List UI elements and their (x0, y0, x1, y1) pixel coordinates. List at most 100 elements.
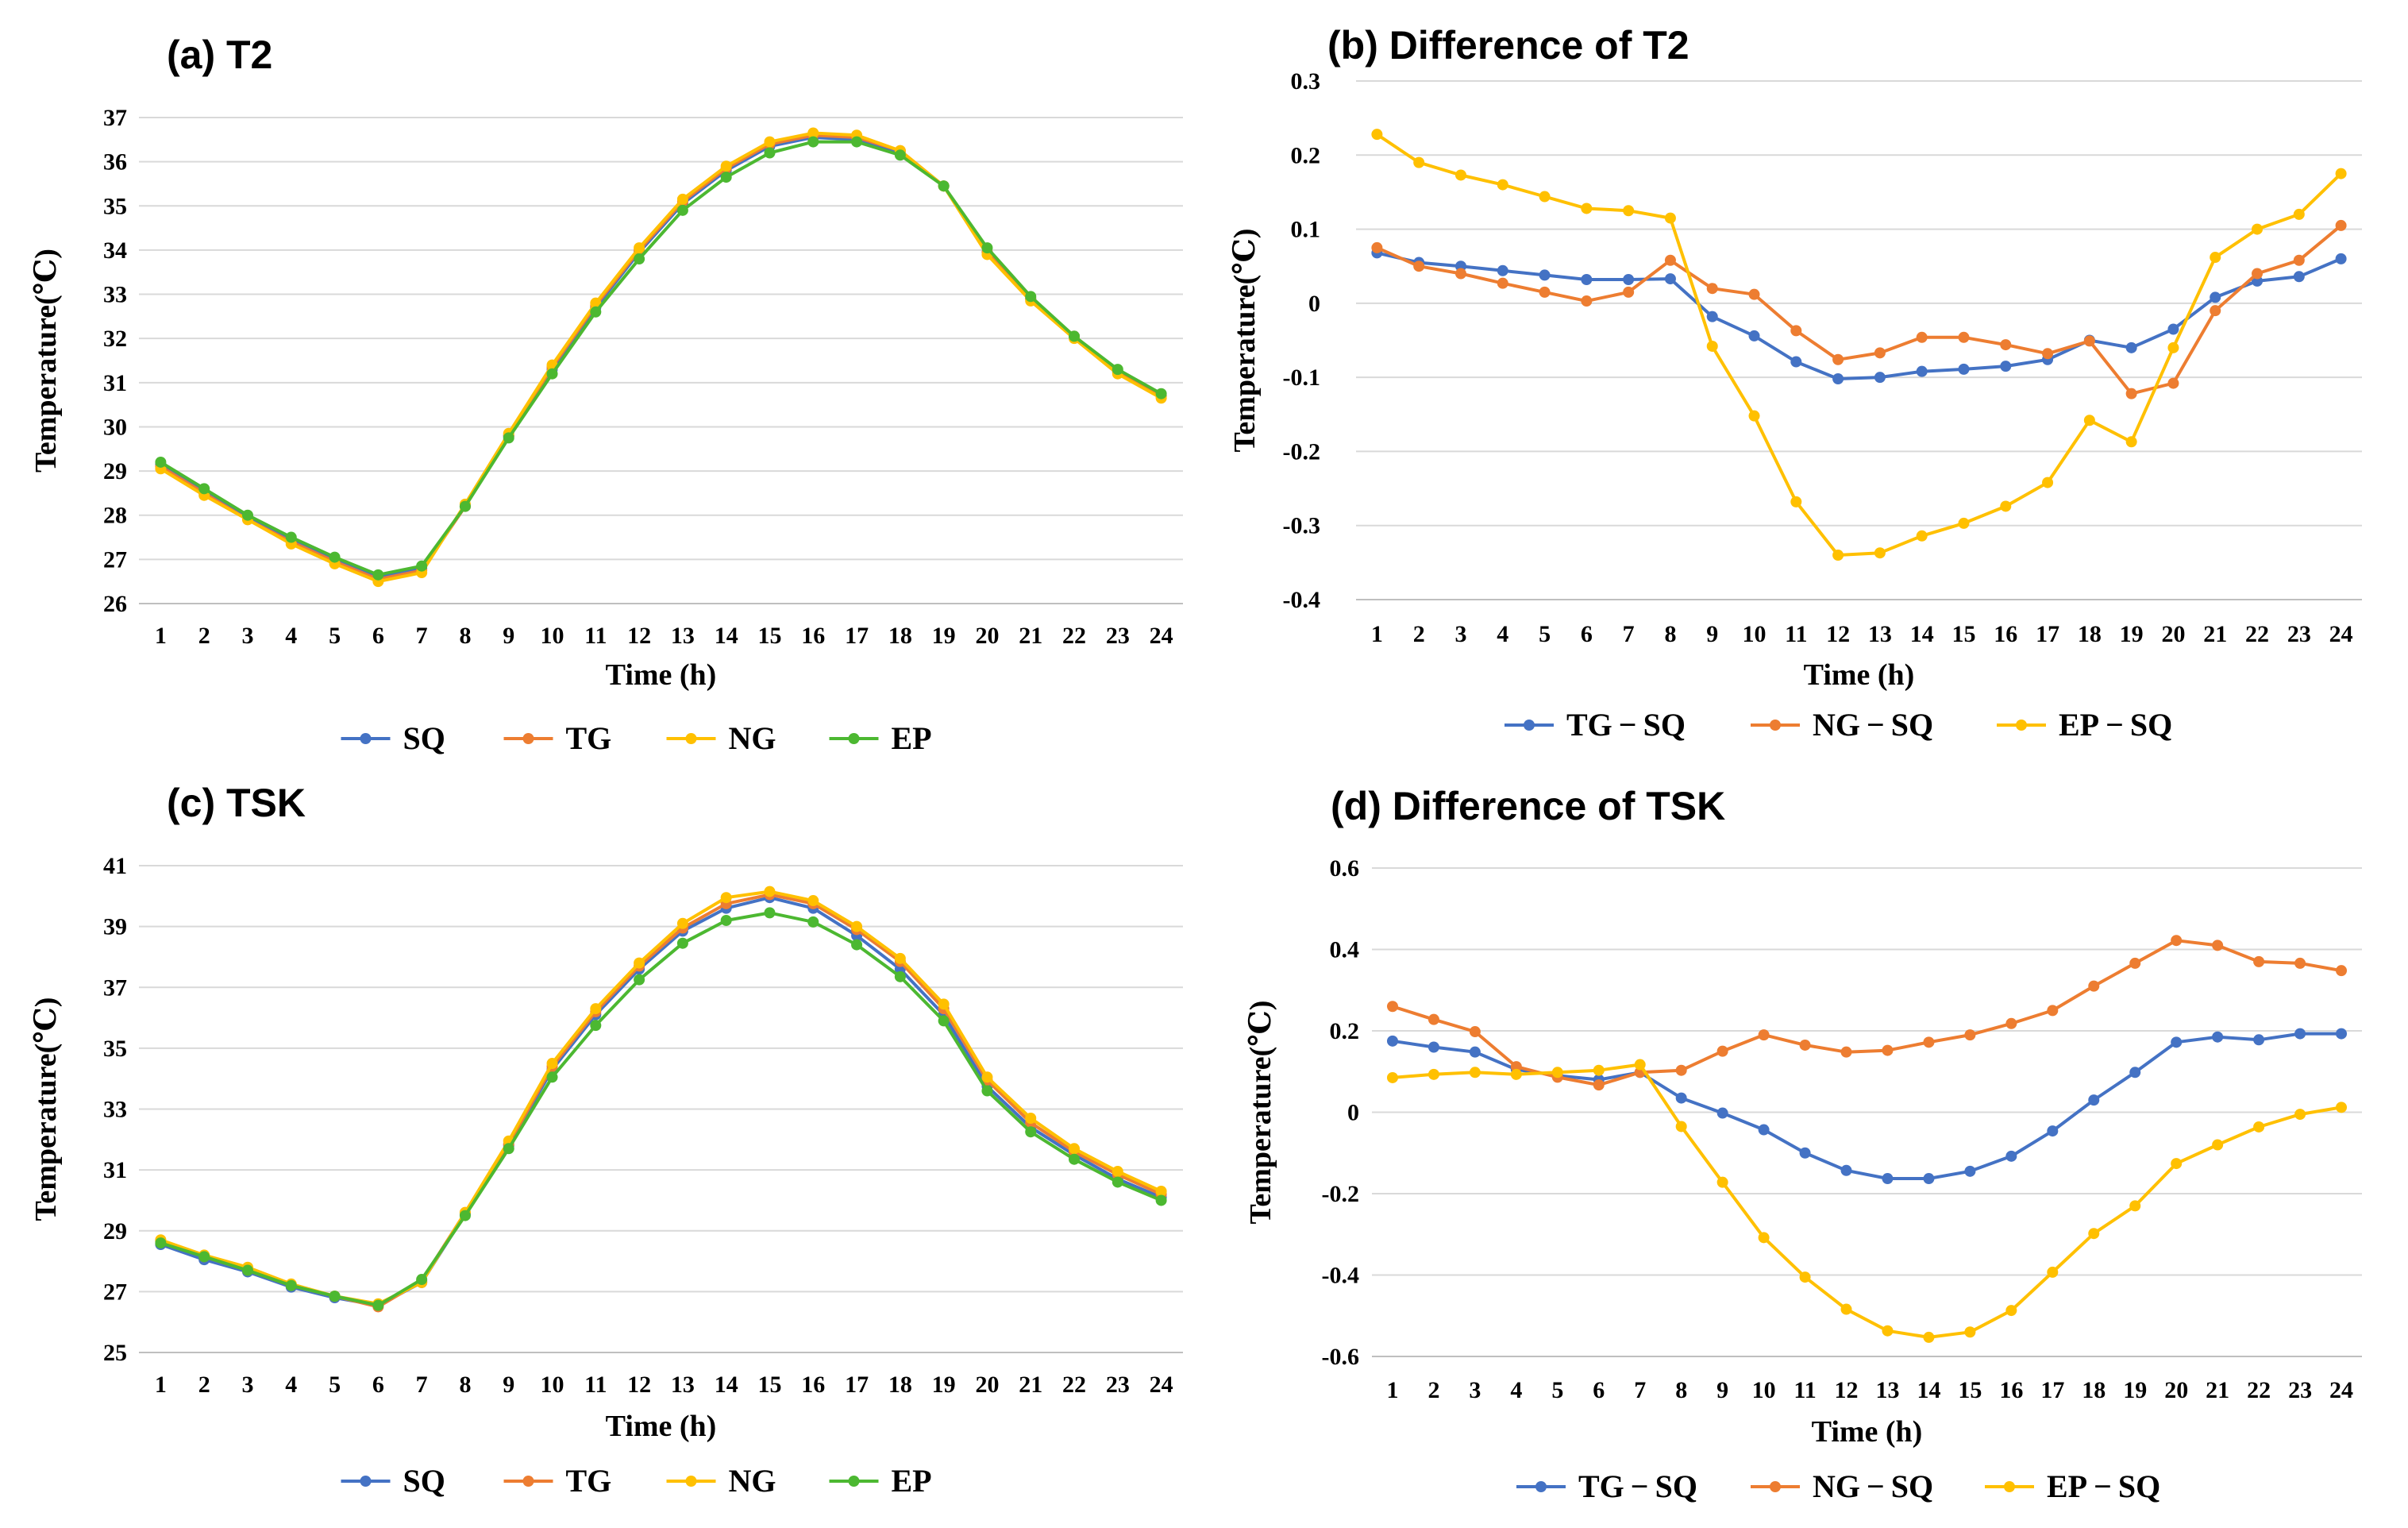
legend-swatch-marker (1535, 1481, 1547, 1492)
data-point (1593, 1079, 1605, 1091)
data-point (2000, 339, 2012, 351)
data-point (1155, 1194, 1167, 1206)
series-sq (1371, 247, 2347, 385)
data-point (851, 136, 863, 148)
x-tick-label: 2 (198, 1372, 210, 1398)
data-point (1675, 1092, 1687, 1104)
y-axis-title: Temperature(℃) (29, 249, 63, 473)
data-point (2167, 323, 2179, 335)
data-point (1964, 1165, 1976, 1177)
data-point (503, 432, 514, 444)
x-tick-label: 4 (1497, 621, 1508, 647)
y-tick-label: 0.1 (1291, 217, 1321, 243)
x-tick-label: 19 (932, 1372, 956, 1398)
legend-label: SQ (403, 1463, 445, 1499)
series-ep (155, 136, 1167, 581)
data-point (764, 907, 776, 919)
legend-swatch-marker (2004, 1481, 2015, 1492)
x-axis-title: Time (h) (1812, 1415, 1923, 1449)
data-point (2212, 1139, 2224, 1151)
x-tick-label: 14 (715, 1372, 738, 1398)
data-point (155, 456, 167, 468)
series-line (1376, 251, 2342, 380)
y-tick-label: 31 (103, 370, 127, 396)
x-tick-label: 20 (2161, 621, 2185, 647)
data-point (1623, 274, 1635, 286)
data-point (1155, 1185, 1167, 1197)
data-point (1675, 1121, 1687, 1132)
x-axis-title: Time (h) (606, 1410, 717, 1443)
x-tick-label: 11 (584, 623, 607, 649)
legend-item: TG − SQ (1505, 707, 1686, 743)
y-tick-label: 32 (103, 326, 127, 352)
x-tick-label: 14 (715, 623, 738, 649)
data-point (1539, 286, 1551, 298)
x-tick-label: 7 (416, 1372, 428, 1398)
x-tick-label: 3 (241, 1372, 253, 1398)
series-ng (1386, 1059, 2348, 1343)
y-tick-label: 31 (103, 1157, 127, 1183)
data-point (1958, 331, 1970, 343)
x-tick-label: 23 (1106, 1372, 1130, 1398)
legend-item: TG (503, 1463, 611, 1499)
x-tick-label: 1 (155, 623, 167, 649)
data-point (1874, 347, 1886, 359)
x-tick-label: 22 (2247, 1377, 2271, 1403)
data-point (1427, 1041, 1439, 1053)
data-point (2125, 388, 2137, 399)
data-point (1155, 388, 1167, 399)
data-point (981, 1085, 993, 1097)
series-ng (155, 127, 1167, 588)
x-tick-label: 5 (329, 623, 341, 649)
data-point (2335, 219, 2347, 231)
legend-label: EP − SQ (2047, 1468, 2160, 1504)
x-axis-title: Time (h) (606, 658, 717, 692)
data-point (1025, 1112, 1037, 1124)
data-point (634, 242, 645, 254)
data-point (2294, 1028, 2306, 1040)
data-point (155, 1237, 167, 1249)
x-tick-label: 3 (241, 623, 253, 649)
y-axis-title: Temperature(℃) (1244, 1001, 1277, 1225)
data-point (1112, 364, 1123, 376)
data-point (546, 1071, 558, 1083)
y-tick-label: 0.3 (1291, 68, 1321, 95)
legend-label: EP (892, 1463, 932, 1499)
data-point (1634, 1059, 1646, 1071)
y-tick-label: 0 (1347, 1100, 1359, 1126)
y-tick-label: 41 (103, 853, 127, 879)
legend-label: NG (729, 720, 776, 756)
data-point (546, 368, 558, 380)
data-point (2047, 1005, 2059, 1017)
data-point (1790, 496, 1802, 507)
legend-item: NG (666, 1463, 776, 1499)
data-point (1413, 156, 1425, 168)
x-tick-label: 1 (1371, 621, 1383, 647)
y-tick-label: 29 (103, 458, 127, 484)
data-point (1706, 311, 1718, 322)
x-tick-label: 20 (2164, 1377, 2188, 1403)
data-point (1958, 363, 1970, 375)
legend-item: SQ (341, 720, 445, 756)
data-point (590, 306, 602, 318)
data-point (1790, 325, 1802, 337)
x-tick-label: 13 (1875, 1377, 1899, 1403)
legend-swatch-marker (360, 1476, 372, 1487)
data-point (764, 886, 776, 897)
data-point (1748, 288, 1760, 300)
x-tick-label: 19 (932, 623, 956, 649)
data-point (1623, 205, 1635, 217)
x-tick-label: 6 (372, 623, 384, 649)
data-point (894, 970, 906, 982)
x-tick-label: 9 (1706, 621, 1718, 647)
x-tick-label: 6 (1581, 621, 1593, 647)
data-point (1832, 550, 1844, 561)
y-tick-label: 0.4 (1330, 937, 1360, 963)
x-tick-label: 21 (2206, 1377, 2229, 1403)
x-tick-label: 5 (329, 1372, 341, 1398)
x-tick-label: 10 (541, 1372, 564, 1398)
legend: SQ TG NG EP (341, 720, 932, 756)
data-point (2125, 341, 2137, 353)
legend-swatch-marker (848, 733, 860, 744)
data-point (1371, 129, 1383, 141)
